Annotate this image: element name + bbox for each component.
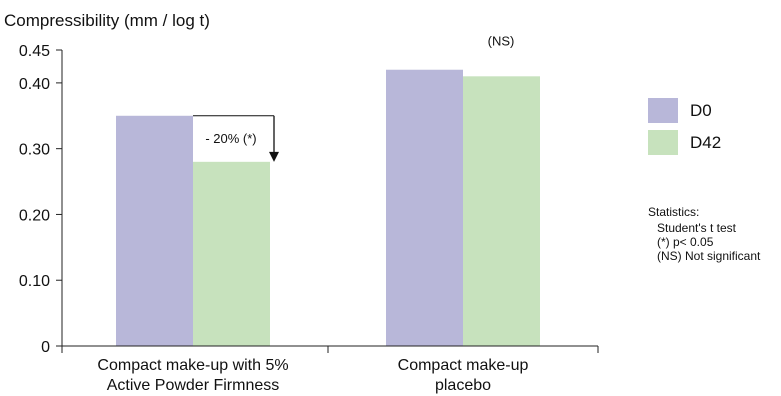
statistics-line-1: (*) p< 0.05	[657, 235, 714, 249]
y-tick-label-0: 0	[41, 339, 50, 356]
legend-label-d0: D0	[690, 101, 712, 120]
statistics-line-2: (NS) Not significant	[657, 249, 761, 263]
y-tick-label-3: 0.30	[19, 142, 50, 159]
legend: D0 D42	[648, 98, 721, 155]
legend-swatch-d42	[648, 130, 678, 155]
axes-group: 0 0.10 0.20 0.30 0.40 0.45 Compact make-up wit…	[19, 43, 599, 394]
bars-group	[116, 69, 540, 347]
y-tick-label-1: 0.10	[19, 273, 50, 290]
statistics-line-0: Student's t test	[657, 221, 737, 235]
category-label-0-line-1: Active Powder Firmness	[107, 377, 280, 394]
category-label-1-line-0: Compact make-up	[398, 357, 529, 374]
statistics-title: Statistics:	[648, 205, 699, 219]
annotations-group: - 20% (*) (NS)	[193, 34, 514, 162]
category-label-1-line-1: placebo	[435, 377, 491, 394]
y-tick-label-5: 0.45	[19, 43, 50, 60]
category-label-0-line-0: Compact make-up with 5%	[97, 357, 288, 374]
bar-d0-0	[116, 115, 193, 347]
bar-d0-1	[386, 69, 463, 346]
bar-d42-0	[193, 161, 270, 346]
reduction-arrow-head	[269, 151, 279, 162]
reduction-annotation-label: - 20% (*)	[205, 131, 256, 146]
legend-label-d42: D42	[690, 133, 721, 152]
y-tick-label-2: 0.20	[19, 207, 50, 224]
bar-d42-1	[463, 76, 540, 347]
y-tick-label-4: 0.40	[19, 76, 50, 93]
ns-annotation-label: (NS)	[488, 34, 515, 49]
statistics-note: Statistics: Student's t test(*) p< 0.05(N…	[648, 205, 761, 263]
legend-swatch-d0	[648, 98, 678, 123]
y-axis-title: Compressibility (mm / log t)	[4, 11, 210, 30]
